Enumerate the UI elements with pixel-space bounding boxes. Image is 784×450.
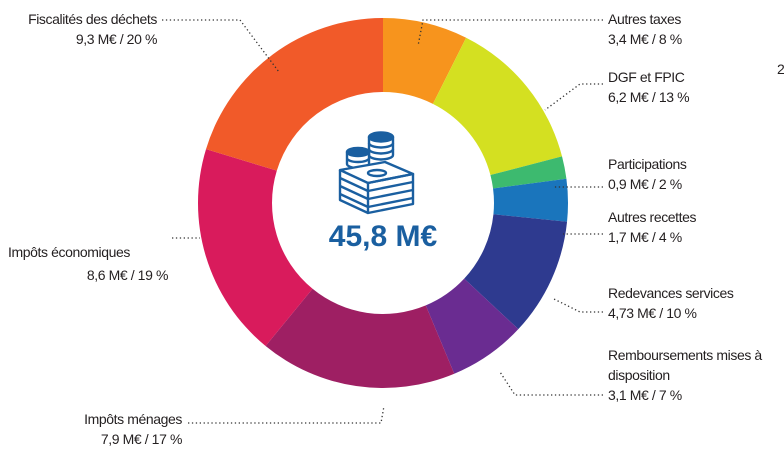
slice (383, 18, 467, 104)
value-label: 8,6 M€ / 19 % (86, 267, 169, 283)
slice (265, 288, 455, 388)
slice-label: Impôts ménages 7,9 M€ / 17 % (0, 409, 182, 449)
category-name: Autres recettes (608, 209, 697, 225)
slice-label: DGF et FPIC 6,2 M€ / 13 % (608, 67, 778, 107)
value-label: 3,1 M€ / 7 % (608, 387, 682, 403)
leader-line (162, 19, 280, 73)
money-icon (338, 131, 415, 215)
category-name: DGF et FPIC (608, 69, 685, 85)
slice (464, 214, 568, 330)
center-label: 45,8 M€ (329, 220, 438, 253)
slices (198, 18, 568, 388)
leader-line (499, 371, 603, 396)
category-name: Impôts économiques (8, 244, 130, 260)
category-name: Impôts ménages (84, 411, 182, 427)
value-label: 4,73 M€ / 10 % (608, 305, 697, 321)
value-label: 9,3 M€ / 20 % (75, 31, 158, 47)
value-label: 0,9 M€ / 2 % (608, 176, 682, 192)
value-label: 3,4 M€ / 8 % (608, 31, 682, 47)
slice-label: Participations 0,9 M€ / 2 % (608, 154, 778, 194)
value-label: 7,9 M€ / 17 % (100, 431, 183, 447)
leader-line (544, 83, 603, 111)
category-name: Participations (608, 156, 687, 172)
category-name: Remboursements mises à disposition (608, 347, 762, 383)
slice (198, 149, 313, 346)
slice-label: Autres recettes 1,7 M€ / 4 % (608, 207, 778, 247)
slice (425, 278, 519, 374)
edge-text: 2 (777, 61, 784, 77)
leader-line (417, 19, 603, 47)
slice (493, 178, 568, 222)
slice (432, 37, 563, 176)
slice (490, 156, 567, 189)
slice-label: Impôts économiques 8,6 M€ / 19 % (8, 242, 168, 285)
value-label: 1,7 M€ / 4 % (608, 229, 682, 245)
leader-line (188, 405, 385, 424)
value-label: 6,2 M€ / 13 % (608, 89, 690, 105)
category-name: Fiscalités des déchets (28, 11, 157, 27)
slice-label: Remboursements mises à disposition 3,1 M€… (608, 345, 778, 405)
leader-line (551, 297, 603, 313)
slice-label: Fiscalités des déchets 9,3 M€ / 20 % (0, 9, 157, 49)
slice-label: Autres taxes 3,4 M€ / 8 % (608, 9, 778, 49)
slice (206, 18, 383, 171)
leaders (162, 19, 603, 424)
category-name: Redevances services (608, 285, 734, 301)
category-name: Autres taxes (608, 11, 682, 27)
slice-label: Redevances services 4,73 M€ / 10 % (608, 283, 778, 323)
